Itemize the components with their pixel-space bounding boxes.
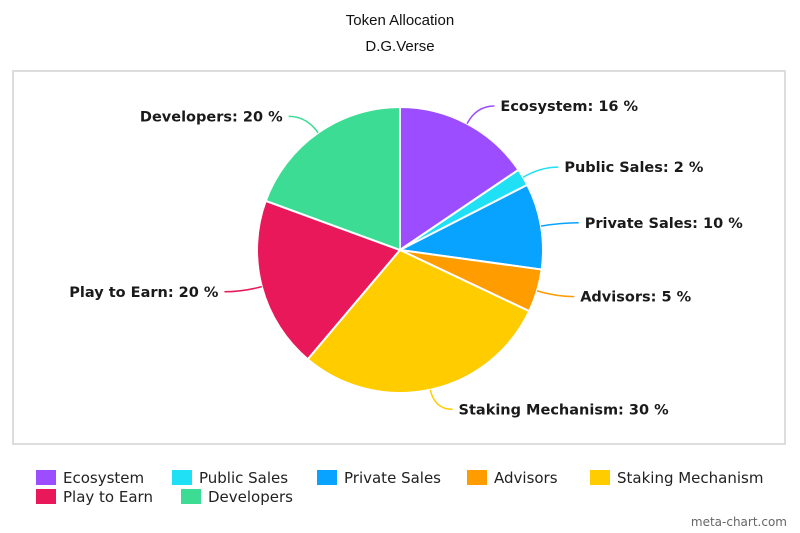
- legend-label-developers: Developers: [208, 488, 293, 506]
- chart-title: Token Allocation: [346, 12, 454, 29]
- legend-item-play-to-earn[interactable]: Play to Earn: [36, 488, 153, 506]
- legend-label-ecosystem: Ecosystem: [63, 469, 144, 487]
- legend-label-staking-mechanism: Staking Mechanism: [617, 469, 763, 487]
- legend-swatch-ecosystem: [36, 470, 56, 485]
- legend-swatch-developers: [181, 489, 201, 504]
- legend-item-public-sales[interactable]: Public Sales: [172, 469, 288, 487]
- slice-label-developers: Developers: 20 %: [140, 109, 283, 125]
- pie-slice-staking-mechanism[interactable]: [306, 248, 531, 394]
- leader-line-private-sales: [540, 222, 579, 227]
- pie-slices: [256, 105, 544, 394]
- leader-line-play-to-earn: [224, 285, 262, 293]
- legend-item-staking-mechanism[interactable]: Staking Mechanism: [590, 469, 763, 487]
- legend-label-public-sales: Public Sales: [199, 469, 288, 487]
- legend-item-developers[interactable]: Developers: [181, 488, 293, 506]
- legend-swatch-play-to-earn: [36, 489, 56, 504]
- pie-slice-ecosystem[interactable]: [399, 105, 520, 252]
- leader-line-public-sales: [522, 166, 559, 178]
- legend-item-private-sales[interactable]: Private Sales: [317, 469, 441, 487]
- slice-label-public-sales: Public Sales: 2 %: [564, 160, 704, 176]
- slice-label-advisors: Advisors: 5 %: [580, 290, 691, 306]
- legend-swatch-private-sales: [317, 470, 337, 485]
- legend-swatch-staking-mechanism: [590, 470, 610, 485]
- legend: Ecosystem Public Sales Private Sales Adviso…: [36, 469, 763, 506]
- slice-label-play-to-earn: Play to Earn: 20 %: [69, 285, 219, 301]
- legend-swatch-advisors: [467, 470, 487, 485]
- leader-line-ecosystem: [466, 105, 495, 125]
- legend-item-ecosystem[interactable]: Ecosystem: [36, 469, 144, 487]
- legend-item-advisors[interactable]: Advisors: [467, 469, 558, 487]
- label-leader-lines: [224, 105, 579, 411]
- pie-slice-play-to-earn[interactable]: [256, 199, 402, 361]
- legend-label-advisors: Advisors: [494, 469, 558, 487]
- legend-label-private-sales: Private Sales: [344, 469, 441, 487]
- pie-slice-private-sales[interactable]: [396, 183, 544, 271]
- slice-label-ecosystem: Ecosystem: 16 %: [500, 99, 638, 115]
- legend-label-play-to-earn: Play to Earn: [63, 488, 153, 506]
- slice-label-staking-mechanism: Staking Mechanism: 30 %: [459, 402, 670, 418]
- watermark-text: meta-chart.com: [691, 515, 787, 529]
- slice-labels: Ecosystem: 16 % Public Sales: 2 % Private …: [69, 99, 743, 418]
- leader-line-developers: [288, 115, 319, 134]
- slice-label-private-sales: Private Sales: 10 %: [585, 216, 744, 232]
- chart-subtitle: D.G.Verse: [365, 38, 434, 55]
- leader-line-advisors: [536, 290, 575, 298]
- leader-line-staking-mechanism: [429, 389, 453, 411]
- legend-swatch-public-sales: [172, 470, 192, 485]
